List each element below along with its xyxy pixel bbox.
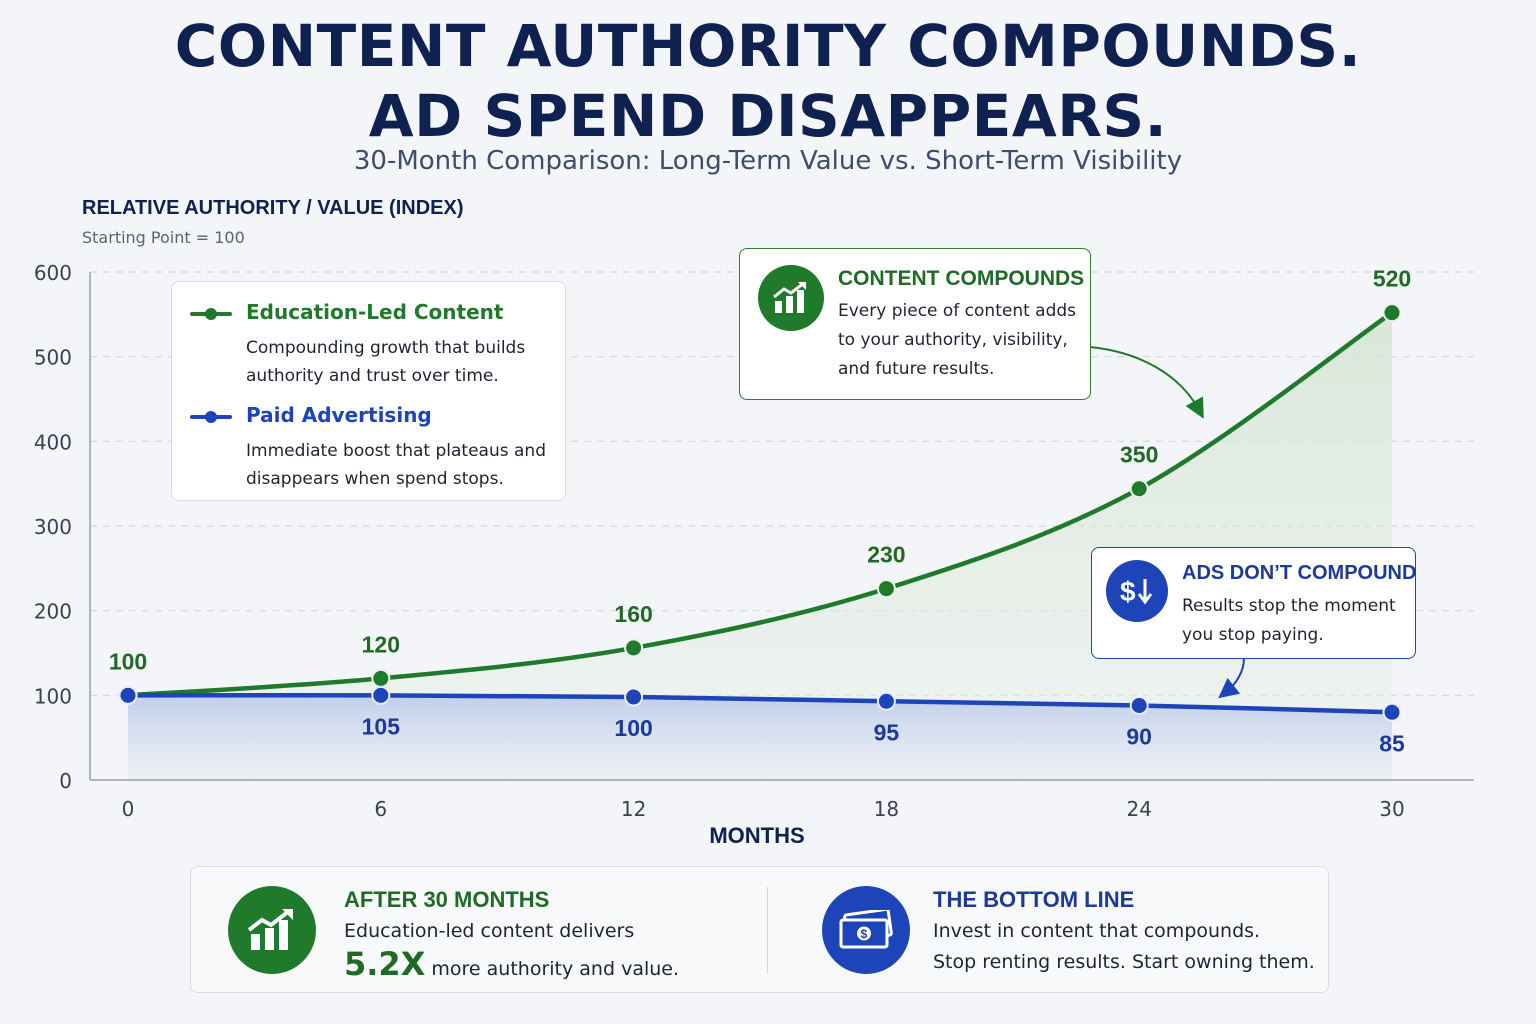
growth-chart-icon: [228, 886, 316, 974]
content-data-label: 120: [362, 631, 400, 657]
content-data-point: [1129, 479, 1149, 499]
ads-data-label: 95: [874, 719, 900, 745]
page-subtitle: 30-Month Comparison: Long-Term Value vs.…: [353, 146, 1183, 176]
ads-data-label: 105: [362, 713, 401, 739]
ads-data-point: [624, 687, 644, 707]
y-axis-note: Starting Point = 100: [82, 228, 245, 247]
after-30-months-line2: 5.2X more authority and value.: [344, 945, 679, 983]
ads-data-label: 100: [614, 715, 652, 741]
money-icon: $: [822, 886, 910, 974]
legend-label-ads: Paid Advertising: [246, 403, 432, 427]
y-tick-label: 0: [59, 769, 72, 793]
x-tick-label: 24: [1126, 797, 1151, 821]
content-callout-text: Every piece of content adds to your auth…: [838, 301, 1077, 379]
after-30-months-line2-text: more authority and value.: [431, 958, 680, 980]
content-data-label: 520: [1373, 266, 1411, 292]
ads-data-point: [1382, 702, 1402, 722]
content-data-label: 230: [867, 542, 905, 568]
ads-data-point: [1129, 695, 1149, 715]
growth-chart-icon: [758, 265, 824, 331]
y-tick-label: 500: [34, 346, 72, 370]
legend-desc-ads: Immediate boost that plateaus and disapp…: [246, 441, 546, 489]
content-data-label: 160: [614, 601, 652, 627]
content-data-point: [876, 579, 896, 599]
bottom-line-text1: Invest in content that compounds.: [933, 920, 1261, 942]
chart-legend: Education-Led Content Compounding growth…: [171, 281, 566, 501]
x-tick-label: 12: [621, 797, 646, 821]
x-tick-label: 18: [874, 797, 899, 821]
content-data-label: 100: [109, 648, 147, 674]
page-title-line2: AD SPEND DISAPPEARS.: [368, 82, 1168, 150]
panel-divider: [767, 887, 768, 973]
content-data-point: [624, 638, 644, 658]
content-callout-title: CONTENT COMPOUNDS: [838, 267, 1085, 290]
after-30-months-title: AFTER 30 MONTHS: [344, 887, 550, 912]
content-series-line: [127, 310, 1394, 698]
svg-text:$: $: [1120, 576, 1136, 607]
legend-swatch-content: [190, 308, 232, 320]
ads-dont-compound-callout: $ ADS DON’T COMPOUND Results stop the mo…: [1091, 547, 1416, 659]
ads-data-point: [371, 685, 391, 705]
bottom-line-text2: Stop renting results. Start owning them.: [933, 951, 1315, 973]
x-tick-label: 6: [374, 797, 387, 821]
legend-desc-content: Compounding growth that builds authority…: [246, 338, 526, 386]
page-title-line1: CONTENT AUTHORITY COMPOUNDS.: [174, 12, 1362, 80]
y-tick-label: 600: [34, 261, 72, 285]
content-area-fill: [128, 312, 1392, 780]
content-data-point: [371, 668, 391, 688]
ads-callout-arrow: [1218, 657, 1245, 699]
y-tick-label: 100: [34, 684, 72, 708]
ads-callout-text: Results stop the moment you stop paying.: [1182, 596, 1396, 645]
y-tick-label: 400: [34, 430, 72, 454]
ads-area-fill: [128, 695, 1392, 780]
legend-swatch-ads: [190, 411, 232, 423]
content-compounds-callout: CONTENT COMPOUNDS Every piece of content…: [739, 248, 1091, 400]
bottom-summary-panel: AFTER 30 MONTHS Education-led content de…: [190, 866, 1329, 993]
ads-data-point: [118, 685, 138, 705]
ads-data-label: 85: [1379, 730, 1405, 756]
x-axis-label: MONTHS: [709, 823, 804, 848]
after-30-months-line1: Education-led content delivers: [344, 920, 635, 942]
bottom-line-title: THE BOTTOM LINE: [933, 887, 1135, 912]
ads-data-point: [876, 691, 896, 711]
ads-data-label: 90: [1126, 723, 1152, 749]
y-axis-label: RELATIVE AUTHORITY / VALUE (INDEX): [82, 197, 464, 219]
content-data-point: [1382, 303, 1402, 323]
x-tick-label: 30: [1379, 797, 1404, 821]
ads-callout-title: ADS DON’T COMPOUND: [1182, 562, 1417, 584]
y-tick-label: 300: [34, 515, 72, 539]
legend-label-content: Education-Led Content: [246, 300, 504, 324]
y-tick-label: 200: [34, 600, 72, 624]
content-callout-arrow: [1089, 346, 1204, 419]
dollar-down-icon: $: [1106, 560, 1168, 622]
content-data-label: 350: [1120, 442, 1158, 468]
x-tick-label: 0: [122, 797, 135, 821]
multiplier-value: 5.2X: [344, 945, 426, 983]
svg-text:$: $: [861, 927, 868, 941]
ads-series-line: [127, 692, 1393, 715]
